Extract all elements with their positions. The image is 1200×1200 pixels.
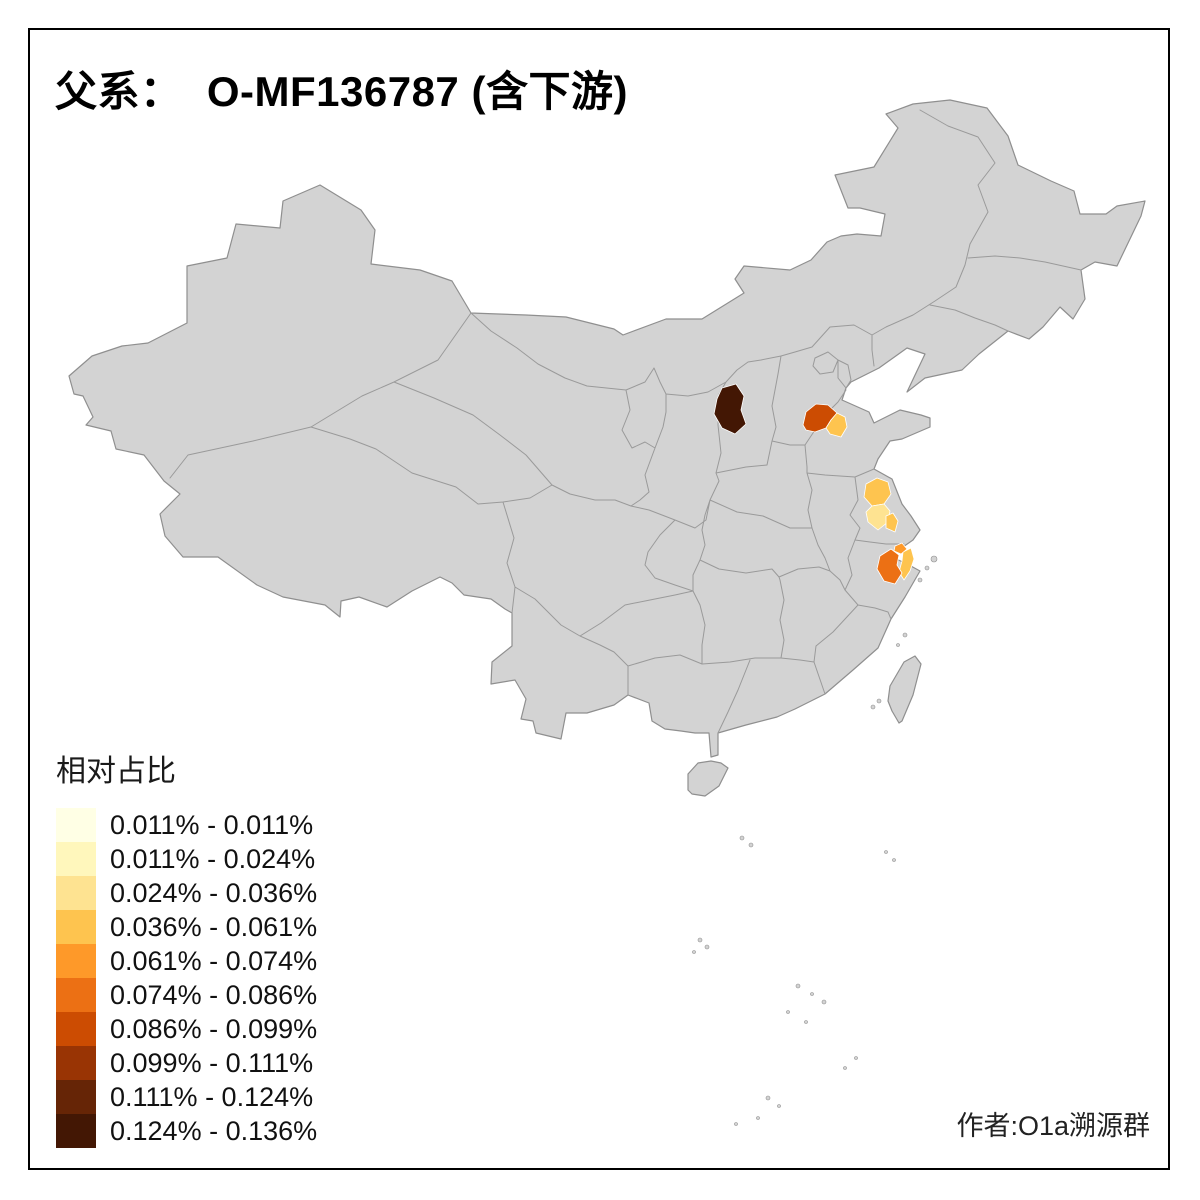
legend-swatch <box>56 1012 96 1046</box>
legend-swatch <box>56 876 96 910</box>
legend-swatch <box>56 910 96 944</box>
legend-item: 0.036% - 0.061% <box>56 910 317 944</box>
region-jiangsu-lower <box>865 503 891 531</box>
region-jiangsu-upper <box>863 477 892 507</box>
legend-swatch <box>56 1046 96 1080</box>
region-zhejiang-coast <box>898 547 915 581</box>
region-shanghai-dot <box>893 542 908 555</box>
legend-swatch <box>56 842 96 876</box>
legend-item: 0.074% - 0.086% <box>56 978 317 1012</box>
legend-label: 0.124% - 0.136% <box>110 1116 318 1146</box>
legend-item: 0.061% - 0.074% <box>56 944 317 978</box>
legend-label: 0.011% - 0.024% <box>110 844 316 874</box>
legend-swatch <box>56 808 96 842</box>
legend-label: 0.111% - 0.124% <box>110 1082 314 1112</box>
legend-label: 0.099% - 0.111% <box>110 1048 314 1078</box>
legend-label: 0.061% - 0.074% <box>110 946 318 976</box>
legend-label: 0.024% - 0.036% <box>110 878 318 908</box>
legend-title: 相对占比 <box>56 755 176 788</box>
legend-item: 0.099% - 0.111% <box>56 1046 317 1080</box>
legend-item: 0.111% - 0.124% <box>56 1080 317 1114</box>
hainan-island-shape <box>687 760 729 797</box>
legend-swatch <box>56 1114 96 1148</box>
highlighted-regions <box>713 383 915 585</box>
taiwan-island-shape <box>887 655 922 724</box>
legend-swatch <box>56 978 96 1012</box>
region-jiangsu-east <box>885 512 899 533</box>
legend-item: 0.024% - 0.036% <box>56 876 317 910</box>
small-islands <box>692 555 938 1126</box>
legend-item: 0.086% - 0.099% <box>56 1012 317 1046</box>
legend-item: 0.124% - 0.136% <box>56 1114 317 1148</box>
page-title: 父系： O-MF136787 (含下游) <box>55 68 628 115</box>
legend-swatch <box>56 944 96 978</box>
legend-label: 0.036% - 0.061% <box>110 912 318 942</box>
legend-label: 0.011% - 0.011% <box>110 810 314 840</box>
legend-item: 0.011% - 0.024% <box>56 842 317 876</box>
legend-item: 0.011% - 0.011% <box>56 808 317 842</box>
china-mainland-shape <box>68 99 1146 758</box>
legend-label: 0.086% - 0.099% <box>110 1014 318 1044</box>
attribution-text: 作者:O1a溯源群 <box>956 1111 1150 1141</box>
region-shandong-light <box>825 412 848 438</box>
province-borders <box>169 109 1082 734</box>
legend-label: 0.074% - 0.086% <box>110 980 318 1010</box>
region-shanxi-darkest <box>713 383 747 435</box>
legend: 相对占比 0.011% - 0.011% 0.011% - 0.024% 0.0… <box>56 746 317 1148</box>
legend-swatch <box>56 1080 96 1114</box>
